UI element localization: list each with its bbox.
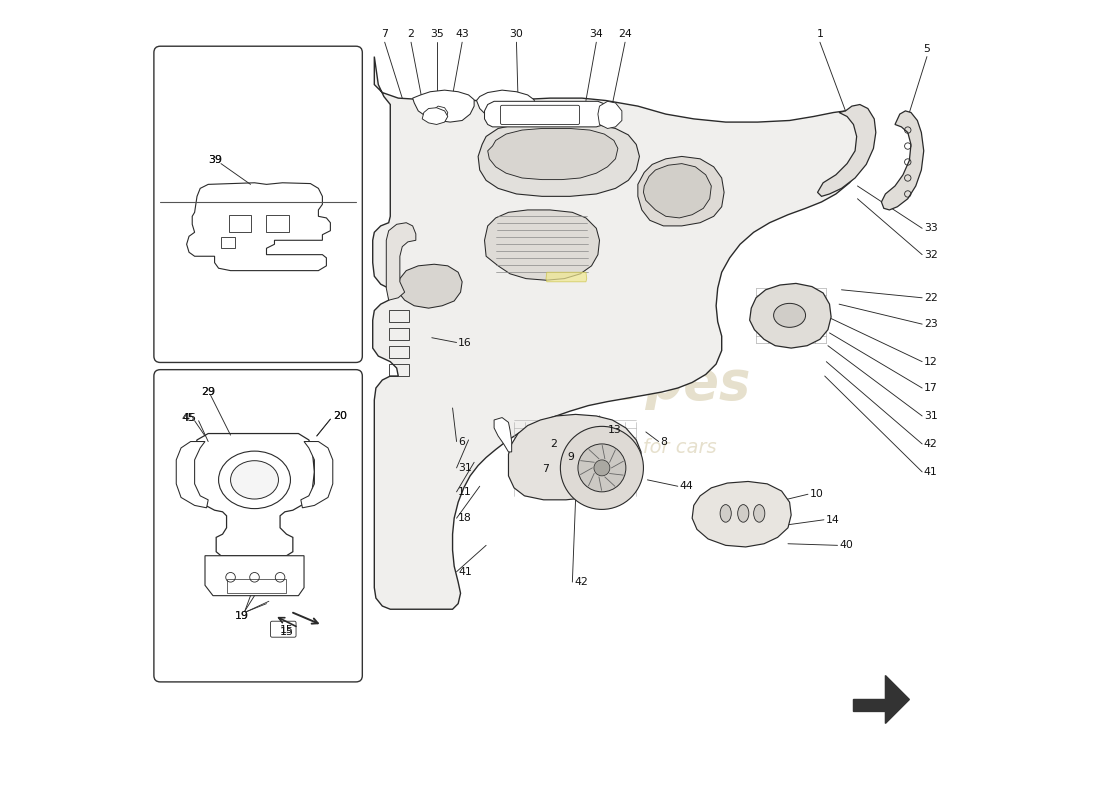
- Bar: [221, 237, 235, 248]
- Text: a passion for cars: a passion for cars: [543, 438, 716, 458]
- Text: 42: 42: [574, 577, 587, 587]
- Polygon shape: [176, 442, 208, 508]
- Text: 15: 15: [280, 626, 294, 637]
- Text: 32: 32: [924, 250, 937, 260]
- Text: 18: 18: [459, 513, 472, 523]
- Polygon shape: [192, 434, 315, 556]
- Text: 5: 5: [924, 44, 931, 54]
- Polygon shape: [881, 111, 924, 210]
- Text: 1: 1: [816, 30, 824, 39]
- Polygon shape: [187, 182, 330, 270]
- Text: 20: 20: [333, 411, 346, 421]
- Circle shape: [578, 444, 626, 492]
- Text: 9: 9: [568, 453, 574, 462]
- Text: 23: 23: [924, 319, 937, 329]
- Polygon shape: [494, 418, 512, 452]
- Text: 42: 42: [924, 439, 937, 449]
- Polygon shape: [300, 442, 333, 508]
- FancyBboxPatch shape: [154, 46, 362, 362]
- Bar: [388, 310, 408, 322]
- Polygon shape: [644, 164, 712, 218]
- Text: 16: 16: [459, 338, 472, 347]
- Polygon shape: [478, 122, 639, 196]
- Ellipse shape: [231, 461, 278, 499]
- Circle shape: [560, 426, 643, 510]
- Text: 39: 39: [208, 155, 222, 166]
- Polygon shape: [638, 157, 724, 226]
- Text: 39: 39: [208, 155, 222, 166]
- Bar: [388, 364, 408, 376]
- Polygon shape: [487, 129, 618, 179]
- Polygon shape: [398, 264, 462, 308]
- Text: 29: 29: [201, 387, 214, 397]
- Ellipse shape: [754, 505, 764, 522]
- Text: 34: 34: [590, 30, 603, 39]
- Text: 11: 11: [459, 487, 472, 497]
- Text: 19: 19: [234, 610, 249, 621]
- Polygon shape: [508, 414, 641, 500]
- Text: 10: 10: [810, 490, 824, 499]
- Polygon shape: [854, 675, 910, 723]
- Bar: [388, 328, 408, 340]
- Text: 19: 19: [234, 610, 249, 621]
- Bar: [227, 579, 286, 594]
- Text: 2: 2: [408, 30, 415, 39]
- Text: 41: 41: [459, 566, 472, 577]
- Polygon shape: [598, 102, 622, 129]
- Polygon shape: [484, 210, 600, 280]
- Ellipse shape: [773, 303, 805, 327]
- Text: 29: 29: [201, 387, 216, 397]
- Ellipse shape: [738, 505, 749, 522]
- Polygon shape: [422, 108, 448, 125]
- Text: 12: 12: [924, 357, 937, 366]
- Text: 45: 45: [183, 413, 197, 422]
- Polygon shape: [484, 102, 609, 127]
- Text: 41: 41: [924, 467, 937, 477]
- Polygon shape: [386, 222, 416, 300]
- Ellipse shape: [720, 505, 732, 522]
- Polygon shape: [412, 90, 474, 122]
- Polygon shape: [546, 272, 586, 282]
- Polygon shape: [692, 482, 791, 547]
- Polygon shape: [205, 556, 304, 596]
- Text: 2: 2: [550, 439, 557, 449]
- Polygon shape: [373, 57, 869, 610]
- Polygon shape: [476, 90, 536, 122]
- Text: 30: 30: [509, 30, 524, 39]
- Circle shape: [594, 460, 609, 476]
- Text: 40: 40: [839, 540, 853, 550]
- Ellipse shape: [219, 451, 290, 509]
- Text: 7: 7: [382, 30, 388, 39]
- Bar: [229, 214, 251, 232]
- Polygon shape: [817, 105, 876, 196]
- Text: 35: 35: [430, 30, 443, 39]
- Text: 17: 17: [924, 383, 937, 393]
- Text: 31: 31: [459, 463, 472, 473]
- Text: 31: 31: [924, 411, 937, 421]
- Text: 15: 15: [280, 625, 294, 635]
- FancyBboxPatch shape: [154, 370, 362, 682]
- Text: 44: 44: [680, 482, 693, 491]
- Text: 20: 20: [333, 411, 346, 421]
- Text: 22: 22: [924, 293, 937, 302]
- Text: 33: 33: [924, 223, 937, 234]
- Text: 14: 14: [825, 514, 839, 525]
- Bar: [388, 346, 408, 358]
- Text: 8: 8: [660, 437, 667, 446]
- Polygon shape: [432, 106, 448, 121]
- Text: 43: 43: [455, 30, 469, 39]
- Text: 7: 7: [542, 465, 549, 474]
- Text: europes: europes: [509, 358, 750, 410]
- Text: 45: 45: [182, 413, 195, 422]
- Polygon shape: [750, 283, 832, 348]
- Text: 24: 24: [618, 30, 631, 39]
- Text: 6: 6: [459, 437, 465, 446]
- Text: 13: 13: [607, 426, 621, 435]
- Bar: [266, 214, 289, 232]
